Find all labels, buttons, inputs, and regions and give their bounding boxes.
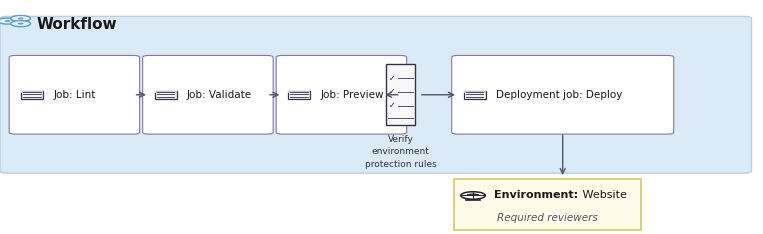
Text: ✓: ✓ bbox=[388, 74, 394, 83]
FancyBboxPatch shape bbox=[21, 91, 43, 93]
FancyBboxPatch shape bbox=[464, 91, 485, 93]
Text: Job: Preview: Job: Preview bbox=[320, 90, 384, 100]
Text: Environment:: Environment: bbox=[494, 190, 578, 201]
Circle shape bbox=[11, 15, 31, 22]
FancyBboxPatch shape bbox=[21, 91, 43, 99]
FancyBboxPatch shape bbox=[386, 64, 415, 125]
Circle shape bbox=[5, 20, 11, 22]
FancyBboxPatch shape bbox=[276, 55, 407, 134]
FancyBboxPatch shape bbox=[143, 55, 273, 134]
FancyBboxPatch shape bbox=[155, 91, 176, 93]
FancyBboxPatch shape bbox=[0, 16, 752, 173]
FancyBboxPatch shape bbox=[288, 91, 310, 99]
FancyBboxPatch shape bbox=[464, 91, 485, 99]
FancyBboxPatch shape bbox=[452, 55, 674, 134]
Text: ✓: ✓ bbox=[388, 87, 394, 96]
FancyBboxPatch shape bbox=[9, 55, 140, 134]
Circle shape bbox=[11, 21, 31, 27]
Circle shape bbox=[18, 23, 24, 25]
Text: Verify
environment
protection rules: Verify environment protection rules bbox=[365, 135, 436, 168]
FancyBboxPatch shape bbox=[155, 91, 176, 99]
Text: ✓: ✓ bbox=[388, 101, 394, 110]
Circle shape bbox=[0, 18, 18, 24]
Circle shape bbox=[18, 18, 24, 19]
Text: Deployment job: Deploy: Deployment job: Deploy bbox=[496, 90, 623, 100]
Text: Workflow: Workflow bbox=[37, 17, 118, 32]
FancyBboxPatch shape bbox=[454, 179, 641, 230]
FancyBboxPatch shape bbox=[288, 91, 310, 93]
Text: Required reviewers: Required reviewers bbox=[497, 213, 598, 223]
Text: Job: Validate: Job: Validate bbox=[187, 90, 252, 100]
Text: Job: Lint: Job: Lint bbox=[53, 90, 96, 100]
Text: Website: Website bbox=[579, 190, 627, 201]
